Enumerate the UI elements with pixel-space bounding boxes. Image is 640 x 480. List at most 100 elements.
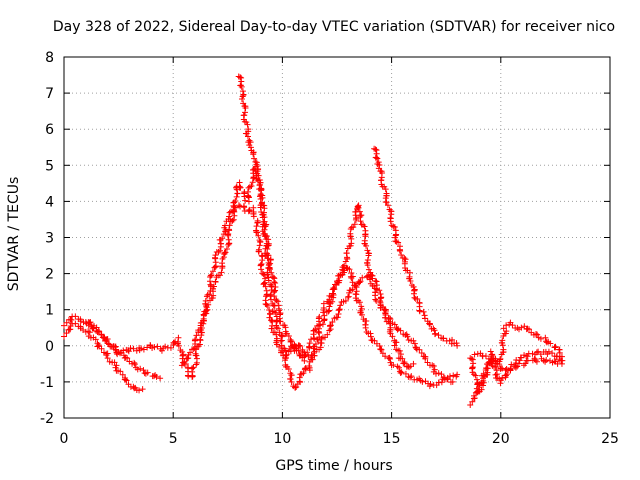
data-point	[212, 259, 219, 266]
data-point	[336, 306, 343, 313]
y-tick-label: 8	[45, 50, 54, 66]
data-point	[362, 233, 369, 240]
y-tick-label: 2	[45, 267, 54, 283]
data-point	[367, 333, 374, 340]
data-point	[327, 322, 334, 329]
data-point	[110, 343, 117, 350]
data-point	[92, 336, 99, 343]
data-point	[371, 337, 378, 344]
data-point	[219, 235, 226, 242]
data-point	[419, 378, 426, 385]
data-point	[211, 264, 218, 271]
data-point	[435, 332, 442, 339]
data-point	[131, 359, 138, 366]
data-point	[384, 202, 391, 209]
data-point	[426, 321, 433, 328]
data-point	[397, 248, 404, 255]
data-point	[545, 348, 552, 355]
data-point	[316, 313, 323, 320]
data-point	[312, 326, 319, 333]
data-point	[358, 311, 365, 318]
data-point	[534, 331, 541, 338]
data-point	[315, 325, 322, 332]
y-tick-label: 3	[45, 231, 54, 247]
data-point	[478, 379, 485, 386]
data-point	[205, 301, 212, 308]
data-point	[356, 208, 363, 215]
data-point	[98, 345, 105, 352]
y-tick-label: 1	[45, 303, 54, 319]
data-point	[432, 370, 439, 377]
data-point	[474, 350, 481, 357]
data-point	[264, 271, 271, 278]
data-point	[237, 74, 244, 81]
data-point	[392, 238, 399, 245]
data-point	[285, 333, 292, 340]
data-point	[245, 208, 252, 215]
data-point	[364, 257, 371, 264]
data-point	[300, 370, 307, 377]
data-point	[540, 357, 547, 364]
data-point	[190, 346, 197, 353]
data-point	[246, 183, 253, 190]
data-point	[469, 398, 476, 405]
data-point	[407, 277, 414, 284]
data-point	[383, 199, 390, 206]
data-point	[394, 326, 401, 333]
data-point	[524, 325, 531, 332]
data-point	[277, 318, 284, 325]
data-point	[348, 275, 355, 282]
data-point	[422, 355, 429, 362]
data-point	[372, 277, 379, 284]
data-point	[237, 184, 244, 191]
data-point	[273, 331, 280, 338]
data-point	[397, 327, 404, 334]
x-tick-label: 0	[60, 431, 69, 447]
data-point	[244, 188, 251, 195]
data-point	[276, 307, 283, 314]
data-point	[324, 331, 331, 338]
x-tick-labels: 0 5 10 15 20 25	[60, 431, 619, 447]
series-trace-d	[178, 162, 461, 391]
data-point	[509, 322, 516, 329]
data-point	[231, 207, 238, 214]
data-point	[468, 355, 475, 362]
data-point	[554, 360, 561, 367]
data-point	[354, 204, 361, 211]
x-tick-label: 10	[273, 431, 291, 447]
data-point	[271, 293, 278, 300]
data-point	[258, 266, 265, 273]
data-point	[266, 314, 273, 321]
data-point	[254, 229, 261, 236]
data-point	[395, 239, 402, 246]
data-point	[140, 367, 147, 374]
data-point	[250, 213, 257, 220]
data-point	[410, 337, 417, 344]
data-point	[220, 254, 227, 261]
data-point	[263, 291, 270, 298]
data-point	[526, 326, 533, 333]
data-point	[336, 277, 343, 284]
data-point	[204, 291, 211, 298]
data-point	[311, 327, 318, 334]
data-point	[472, 372, 479, 379]
data-point	[487, 348, 494, 355]
data-point	[387, 218, 394, 225]
data-point	[356, 279, 363, 286]
data-point	[274, 325, 281, 332]
data-point	[267, 256, 274, 263]
data-point	[375, 165, 382, 172]
data-point	[484, 361, 491, 368]
data-point	[242, 109, 249, 116]
data-point	[449, 378, 456, 385]
data-point	[377, 346, 384, 353]
data-point	[234, 190, 241, 197]
data-point	[346, 266, 353, 273]
data-point	[157, 375, 164, 382]
series-trace-e	[235, 73, 417, 371]
data-point	[240, 92, 247, 99]
data-point	[508, 361, 515, 368]
x-tick-label: 5	[169, 431, 178, 447]
data-point	[320, 300, 327, 307]
data-point	[103, 337, 110, 344]
